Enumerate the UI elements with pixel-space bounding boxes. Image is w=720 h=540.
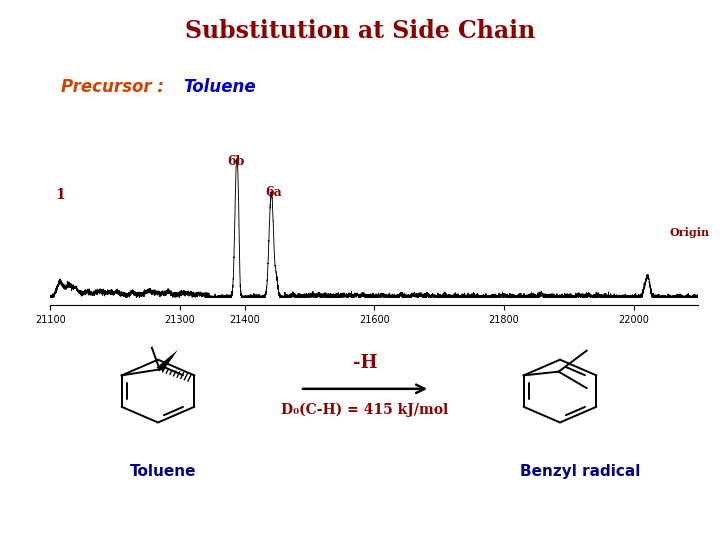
Text: Toluene: Toluene (184, 78, 256, 96)
Text: 1: 1 (55, 188, 66, 202)
Text: D₀(C-H) = 415 kJ/mol: D₀(C-H) = 415 kJ/mol (282, 402, 449, 417)
Text: Benzyl radical: Benzyl radical (520, 463, 640, 478)
Text: Precursor :: Precursor : (61, 78, 170, 96)
Text: 6b: 6b (228, 155, 245, 168)
Text: -H: -H (353, 354, 377, 373)
Text: 6a: 6a (266, 186, 282, 199)
Text: Substitution at Side Chain: Substitution at Side Chain (185, 19, 535, 43)
Text: Origin: Origin (669, 227, 709, 238)
Text: Laboratory of Molecular Spectroscopy & Nano Materials, Pusan National University: Laboratory of Molecular Spectroscopy & N… (61, 515, 659, 525)
Text: Toluene: Toluene (130, 463, 197, 478)
Polygon shape (156, 350, 178, 371)
